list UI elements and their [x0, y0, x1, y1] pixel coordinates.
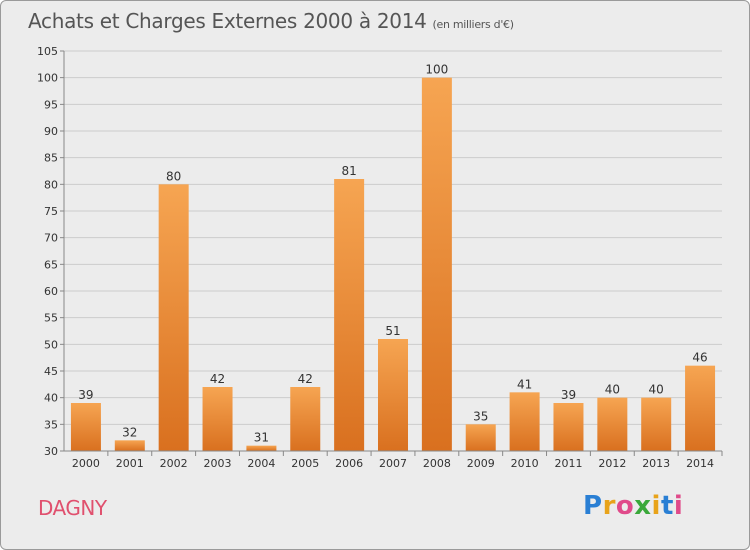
data-label-2014: 46: [692, 351, 707, 365]
y-tick-label: 100: [37, 72, 58, 85]
bar-2003: [202, 387, 233, 451]
data-label-2004: 31: [254, 431, 269, 445]
data-label-2011: 39: [561, 388, 576, 402]
axes: 30 35 40 45 50 55 60 65 70 75 80 85 90 95 100 105 2000 20…: [37, 45, 723, 470]
logo-letter: r: [602, 491, 616, 521]
proxiti-logo[interactable]: Proxiti: [583, 491, 683, 521]
bar-2011: [553, 403, 584, 451]
chart-title-text: Achats et Charges Externes 2000 à 2014: [28, 9, 427, 33]
logo-letter: P: [583, 491, 603, 521]
x-tick-label: 2003: [204, 457, 232, 470]
x-tick-label: 2007: [379, 457, 407, 470]
logo-letter: t: [660, 491, 674, 521]
bar-2010: [509, 392, 540, 451]
data-label-2006: 81: [341, 164, 356, 178]
data-label-2010: 41: [517, 377, 532, 391]
bar-2001: [114, 440, 145, 451]
y-tick-label: 35: [44, 418, 58, 431]
logo-letter: i: [651, 491, 661, 521]
x-tick-label: 2000: [72, 457, 100, 470]
bar-2002: [158, 184, 189, 452]
x-tick-label: 2012: [598, 457, 626, 470]
data-label-2008: 100: [425, 63, 448, 77]
bar-2012: [597, 397, 628, 451]
bar-2013: [641, 397, 672, 451]
data-label-2003: 42: [210, 372, 225, 386]
y-tick-label: 30: [44, 445, 58, 458]
data-label-2013: 40: [649, 383, 664, 397]
bars: 39 32 80 42 31 42 81 51 100 35 41 39 40 40 46: [70, 63, 716, 452]
bar-2007: [378, 339, 408, 451]
y-tick-label: 80: [44, 178, 58, 191]
bar-2000: [70, 403, 101, 451]
data-label-2009: 35: [473, 409, 488, 423]
x-tick-label: 2010: [511, 457, 539, 470]
y-tick-label: 55: [44, 312, 58, 325]
bar-2004: [246, 445, 277, 451]
logo-letter: x: [634, 491, 652, 521]
y-tick-label: 60: [44, 285, 58, 298]
x-tick-label: 2006: [335, 457, 363, 470]
y-tick-label: 65: [44, 258, 58, 271]
bar-2009: [465, 424, 496, 451]
x-tick-label: 2002: [160, 457, 188, 470]
y-tick-label: 45: [44, 365, 58, 378]
x-tick-label: 2011: [554, 457, 582, 470]
logo-letter: i: [673, 491, 684, 521]
x-tick-label: 2001: [116, 457, 144, 470]
bar-2005: [290, 387, 321, 451]
data-label-2000: 39: [78, 388, 93, 402]
y-tick-label: 70: [44, 232, 58, 245]
y-tick-label: 50: [44, 338, 58, 351]
logo-letter: o: [615, 491, 635, 521]
bar-2008: [421, 77, 452, 452]
unit-note: (en milliers d'€): [432, 18, 514, 31]
y-tick-label: 90: [44, 125, 58, 138]
x-tick-label: 2008: [423, 457, 451, 470]
x-tick-label: 2009: [467, 457, 495, 470]
y-tick-label: 85: [44, 152, 58, 165]
data-label-2002: 80: [166, 169, 181, 183]
y-tick-label: 75: [44, 205, 58, 218]
data-label-2012: 40: [605, 383, 620, 397]
x-tick-label: 2005: [291, 457, 319, 470]
x-tick-label: 2013: [642, 457, 670, 470]
data-label-2007: 51: [385, 324, 400, 338]
y-tick-label: 95: [44, 98, 58, 111]
data-label-2001: 32: [122, 425, 137, 439]
bar-2006: [334, 179, 365, 451]
data-label-2005: 42: [298, 372, 313, 386]
y-tick-label: 40: [44, 392, 58, 405]
x-tick-label: 2004: [247, 457, 275, 470]
bar-2014: [685, 365, 716, 451]
x-tick-label: 2014: [686, 457, 714, 470]
city-name: DAGNY: [38, 496, 107, 520]
y-tick-label: 105: [37, 45, 58, 58]
chart-title: Achats et Charges Externes 2000 à 2014 (e…: [28, 9, 514, 33]
